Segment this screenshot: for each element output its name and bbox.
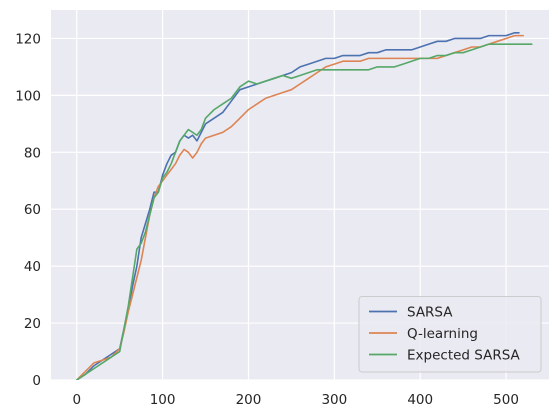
x-tick-label: 500 [493, 392, 519, 408]
x-tick-label: 100 [150, 392, 176, 408]
series-line-expected-sarsa [75, 43, 533, 380]
y-tick-label: 60 [24, 202, 41, 218]
y-tick-label: 120 [15, 31, 41, 47]
y-tick-label: 0 [32, 373, 41, 389]
x-tick-label: 400 [407, 392, 433, 408]
series-line-q-learning [75, 34, 525, 380]
y-tick-label: 100 [15, 88, 41, 104]
legend-box [358, 296, 542, 373]
y-tick-label: 80 [24, 145, 41, 161]
y-tick-label: 20 [24, 316, 41, 332]
tick-layer: 0 100 200 300 400 500 0 20 40 60 80 100 120 [15, 31, 519, 408]
x-tick-label: 200 [236, 392, 262, 408]
legend-label: Q-learning [407, 326, 478, 342]
series-layer [75, 31, 533, 380]
y-tick-label: 40 [24, 259, 41, 275]
legend-label: Expected SARSA [407, 348, 521, 364]
legend-label: SARSA [407, 305, 453, 321]
x-tick-label: 0 [72, 392, 81, 408]
legend: SARSA Q-learning Expected SARSA [358, 296, 542, 373]
x-tick-label: 300 [321, 392, 347, 408]
